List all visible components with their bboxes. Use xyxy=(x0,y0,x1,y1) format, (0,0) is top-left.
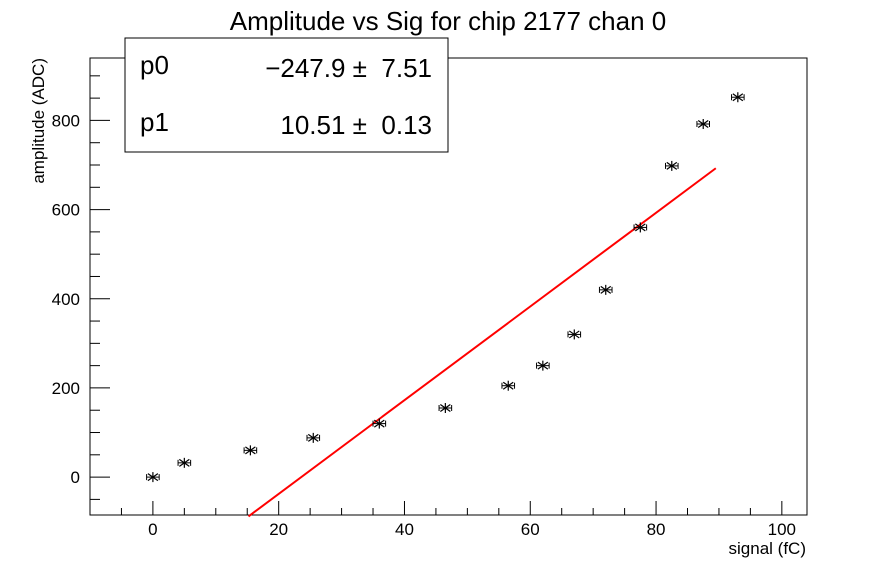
marker-stroke xyxy=(245,446,256,455)
fit-line xyxy=(247,167,717,518)
data-point xyxy=(306,432,321,443)
y-axis-label: amplitude (ADC) xyxy=(29,58,48,184)
data-point xyxy=(501,380,516,391)
data-point xyxy=(567,329,582,340)
x-tick-label: 40 xyxy=(395,520,414,539)
marker-stroke xyxy=(600,285,612,294)
x-tick-label: 80 xyxy=(647,520,666,539)
data-point xyxy=(177,457,192,468)
data-point xyxy=(633,222,648,233)
x-tick-label: 60 xyxy=(521,520,540,539)
data-point xyxy=(438,402,453,413)
marker-stroke xyxy=(178,458,190,467)
stat-name-p0: p0 xyxy=(140,50,169,80)
y-tick-label: 400 xyxy=(52,290,80,309)
x-axis-label: signal (fC) xyxy=(729,539,806,558)
x-tick-label: 0 xyxy=(148,520,157,539)
marker-stroke xyxy=(634,223,646,232)
data-point xyxy=(664,160,679,171)
marker-stroke xyxy=(440,404,451,412)
data-point xyxy=(598,284,613,295)
stat-value-p0: −247.9 ± 7.51 xyxy=(265,53,432,83)
data-point xyxy=(243,445,258,456)
data-point xyxy=(731,92,745,103)
data-point xyxy=(536,360,550,371)
axis-ticks xyxy=(89,75,783,515)
marker-stroke xyxy=(666,161,678,170)
marker-stroke xyxy=(568,330,580,339)
marker-stroke xyxy=(307,433,319,442)
fit-layer xyxy=(247,167,717,518)
y-tick-label: 200 xyxy=(52,379,80,398)
stat-name-p1: p1 xyxy=(140,107,169,137)
marker-stroke xyxy=(502,381,514,390)
data-point xyxy=(696,118,711,129)
marker-stroke xyxy=(732,93,744,102)
y-tick-label: 800 xyxy=(52,111,80,130)
stats-box-frame xyxy=(124,37,449,153)
marker-stroke xyxy=(147,473,159,482)
marker-stroke xyxy=(697,119,709,128)
data-point xyxy=(372,418,387,429)
y-tick-label: 600 xyxy=(52,201,80,220)
marker-stroke xyxy=(537,361,549,370)
tick-labels: 0 20 40 60 80 100 0 200 400 600 800 xyxy=(52,111,796,539)
data-point xyxy=(146,472,160,483)
x-tick-label: 20 xyxy=(269,520,288,539)
marker-stroke xyxy=(373,419,385,428)
y-tick-label: 0 xyxy=(71,468,80,487)
data-points xyxy=(146,92,745,483)
chart-title: Amplitude vs Sig for chip 2177 chan 0 xyxy=(230,6,666,36)
stat-value-p1: 10.51 ± 0.13 xyxy=(280,110,432,140)
x-tick-label: 100 xyxy=(768,520,796,539)
stats-box: p0 −247.9 ± 7.51 p1 10.51 ± 0.13 xyxy=(124,37,449,153)
